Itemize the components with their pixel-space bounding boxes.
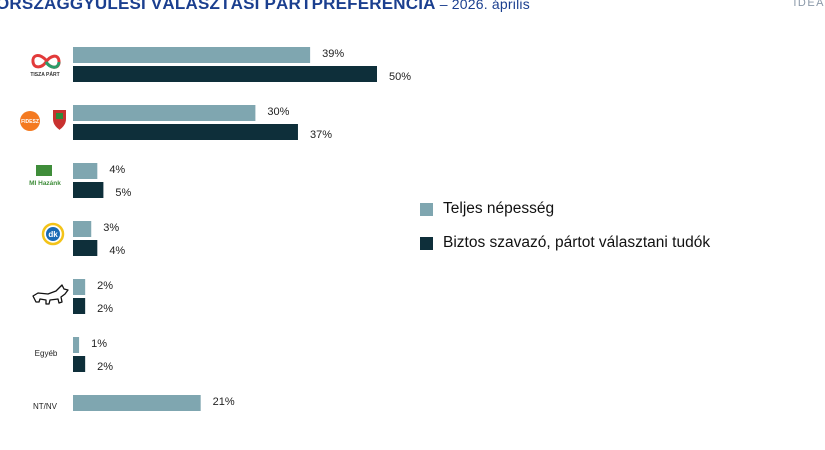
- value-label-dk-series1: 3%: [103, 222, 119, 234]
- value-label-dk-series2: 4%: [109, 245, 125, 257]
- legend-swatch-series1: [420, 203, 433, 216]
- dk-logo-text: dk: [48, 230, 58, 239]
- bar-tisza-p-rt-series2: [73, 66, 377, 82]
- legend-item-teljes-nepesseg: Teljes népesség: [420, 200, 710, 218]
- legend-label-series1: Teljes népesség: [443, 200, 554, 218]
- bar-nt-nv-series1: [73, 395, 201, 411]
- value-label-tisza-p-rt-series1: 39%: [322, 48, 344, 60]
- mihazank-logo-icon: MI Hazánk: [29, 165, 61, 187]
- fidesz-logo-icon: FIDESZ: [20, 110, 66, 131]
- legend-item-biztos-szavazo: Biztos szavazó, pártot választani tudók: [420, 234, 710, 252]
- bar-fidesz-series1: [73, 105, 255, 121]
- fidesz-logo-text: FIDESZ: [21, 119, 39, 125]
- value-label-tisza-p-rt-series2: 50%: [389, 71, 411, 83]
- value-label-mi-haz-nk-series1: 4%: [109, 164, 125, 176]
- value-label-egy-b-series2: 2%: [97, 361, 113, 373]
- bar-mi-haz-nk-series2: [73, 182, 103, 198]
- legend: Teljes népesség Biztos szavazó, pártot v…: [420, 200, 710, 268]
- legend-swatch-series2: [420, 237, 433, 250]
- legend-label-series2: Biztos szavazó, pártot választani tudók: [443, 234, 710, 252]
- category-label-egyeb: Egyéb: [35, 349, 58, 358]
- value-label-fidesz-series1: 30%: [267, 106, 289, 118]
- mkkp-dog-logo-icon: [33, 285, 68, 304]
- value-label-fidesz-series2: 37%: [310, 129, 332, 141]
- bar-dk-series1: [73, 221, 91, 237]
- mihazank-logo-text: MI Hazánk: [29, 180, 61, 187]
- dk-logo-icon: dk: [43, 224, 63, 244]
- bar-dk-series2: [73, 240, 97, 256]
- value-label-nt-nv-series1: 21%: [213, 396, 235, 408]
- bar-fidesz-series2: [73, 124, 298, 140]
- tisza-logo-text: TISZA PÁRT: [30, 71, 59, 78]
- bar-tisza-p-rt-series1: [73, 47, 310, 63]
- value-label-mkkp-series1: 2%: [97, 280, 113, 292]
- tisza-logo-icon: TISZA PÁRT: [30, 56, 59, 78]
- bar-mi-haz-nk-series1: [73, 163, 97, 179]
- bar-egy-b-series2: [73, 356, 85, 372]
- bar-egy-b-series1: [73, 337, 79, 353]
- value-label-mkkp-series2: 2%: [97, 303, 113, 315]
- category-label-ntnv: NT/NV: [33, 402, 58, 411]
- bar-mkkp-series2: [73, 298, 85, 314]
- value-label-egy-b-series1: 1%: [91, 338, 107, 350]
- value-label-mi-haz-nk-series2: 5%: [115, 187, 131, 199]
- bar-mkkp-series1: [73, 279, 85, 295]
